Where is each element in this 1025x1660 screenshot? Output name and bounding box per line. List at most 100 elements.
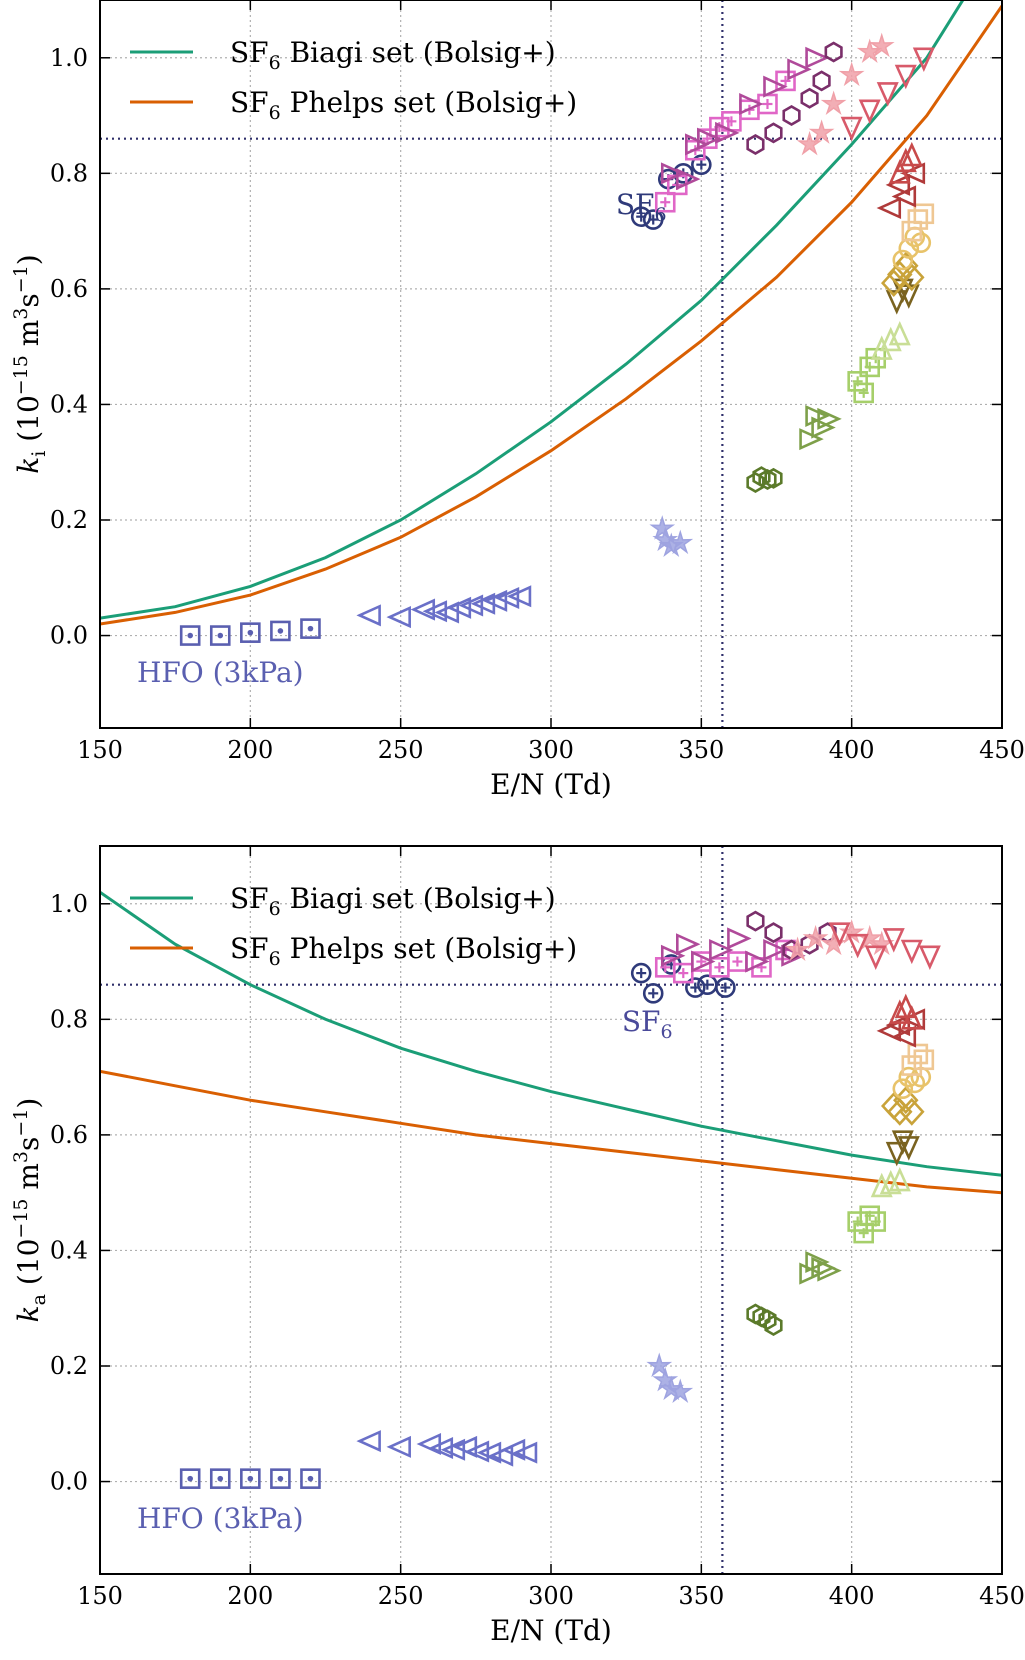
data-point (802, 924, 829, 950)
data-point (885, 173, 911, 196)
data-point (888, 320, 911, 346)
data-point (667, 529, 694, 555)
data-point (672, 962, 694, 984)
y-tick-label: 0.6 (50, 1121, 88, 1149)
data-point (709, 938, 734, 962)
legend: SF6 Biagi set (Bolsig+) SF6 Phelps set (B… (130, 882, 577, 970)
data-point (356, 1430, 381, 1453)
data-point (913, 203, 935, 225)
data-point (697, 127, 722, 150)
data-point (410, 598, 436, 621)
data-point (893, 251, 919, 280)
data-point (858, 99, 881, 124)
data-point (907, 209, 929, 230)
data-point (808, 119, 835, 144)
data-point (300, 1468, 321, 1489)
data-point (422, 600, 448, 623)
data-point (630, 962, 652, 984)
data-point (209, 1468, 231, 1489)
data-point (775, 70, 796, 92)
data-point (464, 1440, 490, 1463)
data-point (901, 220, 923, 242)
data-point (876, 82, 899, 107)
data-point (758, 1309, 777, 1331)
data-point (876, 196, 902, 220)
data-point (882, 928, 905, 953)
data-point (787, 58, 812, 81)
legend-label: SF6 Biagi set (Bolsig+) (230, 36, 556, 74)
x-tick-label: 250 (378, 1582, 424, 1610)
x-tick-label: 150 (77, 1582, 123, 1610)
data-point (746, 133, 765, 155)
data-point (805, 1250, 830, 1274)
data-point (428, 1437, 454, 1460)
data-point (820, 90, 847, 115)
data-point (894, 993, 917, 1019)
data-point (685, 133, 710, 156)
data-point (660, 162, 686, 185)
data-point (739, 92, 764, 116)
data-point (270, 620, 291, 642)
legend-label: SF6 Biagi set (Bolsig+) (230, 882, 556, 920)
data-point (864, 945, 887, 970)
data-point (270, 1468, 291, 1489)
x-tick-label: 350 (678, 736, 724, 764)
series-line (100, 0, 965, 620)
x-tick-label: 250 (378, 736, 424, 764)
data-point (805, 46, 830, 69)
x-tick-label: 400 (829, 736, 875, 764)
data-point (784, 936, 811, 961)
x-tick-label: 400 (829, 1582, 875, 1610)
data-point (763, 75, 788, 98)
data-point (811, 416, 836, 439)
panel-top-ki: 150 200 250 300 350 400 450 0.0 0.2 0.4 0.6 0.8 1.0 E… (10, 0, 1025, 801)
x-tick-label: 300 (528, 736, 574, 764)
data-point (764, 922, 783, 944)
y-tick-label: 0.4 (50, 390, 88, 418)
data-point (885, 1141, 908, 1167)
data-point (660, 944, 686, 967)
data-point (746, 471, 765, 493)
data-point (179, 1468, 201, 1489)
data-point (240, 1468, 261, 1489)
data-point (891, 1130, 914, 1155)
data-point (796, 130, 823, 156)
data-point (817, 1259, 842, 1282)
x-axis-label: E/N (Td) (490, 1614, 612, 1647)
data-point (746, 910, 765, 932)
y-tick-label: 0.8 (50, 1005, 88, 1033)
data-point (913, 1049, 935, 1071)
annotation: SF6 (616, 188, 667, 226)
data-point (891, 1025, 917, 1048)
data-point (887, 1097, 913, 1126)
data-point (892, 1078, 914, 1099)
data-point (764, 1315, 783, 1337)
y-tick-label: 0.2 (50, 506, 88, 534)
data-point (675, 168, 701, 191)
data-point (888, 159, 911, 184)
annotation: SF6 (622, 1005, 673, 1043)
x-tick-label: 150 (77, 736, 123, 764)
data-point (649, 515, 676, 540)
data-point (654, 191, 676, 213)
data-point (870, 335, 893, 360)
data-point (853, 382, 874, 404)
series-line (100, 1069, 1002, 1195)
data-point (488, 1444, 514, 1467)
data-point (691, 950, 716, 973)
y-tick-label: 1.0 (50, 44, 88, 72)
data-point (506, 585, 532, 608)
y-tick-label: 0.2 (50, 1352, 88, 1380)
data-point (458, 594, 484, 617)
data-point (828, 922, 851, 947)
x-tick-label: 450 (979, 736, 1025, 764)
data-point (899, 263, 925, 292)
data-point (764, 122, 783, 144)
data-point (840, 116, 863, 142)
data-point (894, 147, 917, 173)
data-point (846, 933, 869, 959)
data-point (758, 469, 777, 491)
data-point (800, 87, 819, 109)
panel-bottom-ka: 150 200 250 300 350 400 450 0.0 0.2 0.4 0.6 0.8 1.0 E… (10, 845, 1025, 1647)
data-point (918, 945, 941, 970)
